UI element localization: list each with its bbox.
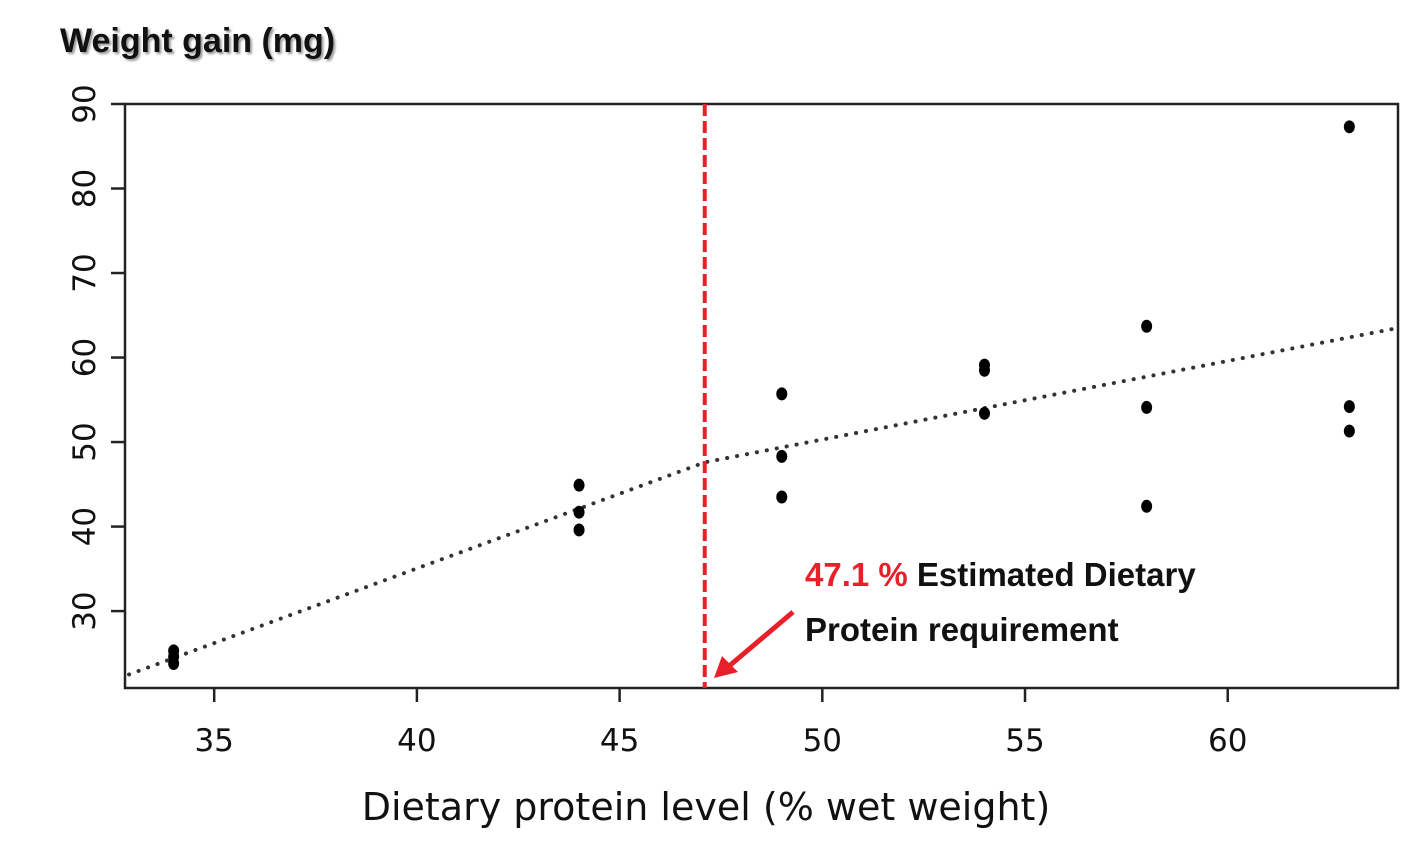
annotation-arrow	[726, 610, 795, 669]
data-point	[1141, 499, 1153, 513]
plot-frame	[123, 102, 1400, 690]
data-point	[978, 363, 990, 377]
x-tick-label: 55	[1005, 723, 1044, 759]
data-point	[776, 490, 788, 504]
data-point	[1343, 120, 1355, 134]
x-tick-label: 45	[600, 723, 639, 759]
y-tick-label: 50	[67, 422, 103, 461]
data-point	[573, 478, 585, 492]
annotation-value: 47.1 %	[805, 556, 908, 593]
data-point	[1343, 400, 1355, 414]
annotation-arrow-head	[714, 656, 738, 678]
x-tick-label: 35	[194, 723, 233, 759]
x-tick-label: 50	[803, 723, 842, 759]
y-tick-label: 90	[67, 84, 103, 123]
y-axis-title: Weight gain (mg)	[60, 22, 336, 60]
annotation-line2: Protein requirement	[805, 611, 1119, 648]
y-tick-label: 70	[67, 253, 103, 292]
data-point	[776, 449, 788, 463]
annotation-line1: Estimated Dietary	[917, 556, 1196, 593]
y-tick-label: 40	[67, 507, 103, 546]
data-point	[1141, 319, 1153, 333]
svg-text:47.1 % Estimated Dietary: 47.1 % Estimated Dietary	[805, 556, 1196, 593]
fitted-trend-line	[127, 325, 1400, 677]
data-point	[978, 406, 990, 420]
data-point	[1343, 424, 1355, 438]
data-point	[573, 505, 585, 519]
x-tick-label: 60	[1208, 723, 1247, 759]
x-tick-label: 40	[397, 723, 436, 759]
data-point	[573, 523, 585, 537]
x-axis-title: Dietary protein level (% wet weight)	[362, 785, 1051, 829]
data-point	[168, 656, 180, 670]
y-tick-label: 60	[67, 338, 103, 377]
data-point	[776, 387, 788, 401]
y-tick-label: 80	[67, 169, 103, 208]
y-tick-label: 30	[67, 591, 103, 630]
data-point	[1141, 400, 1153, 414]
